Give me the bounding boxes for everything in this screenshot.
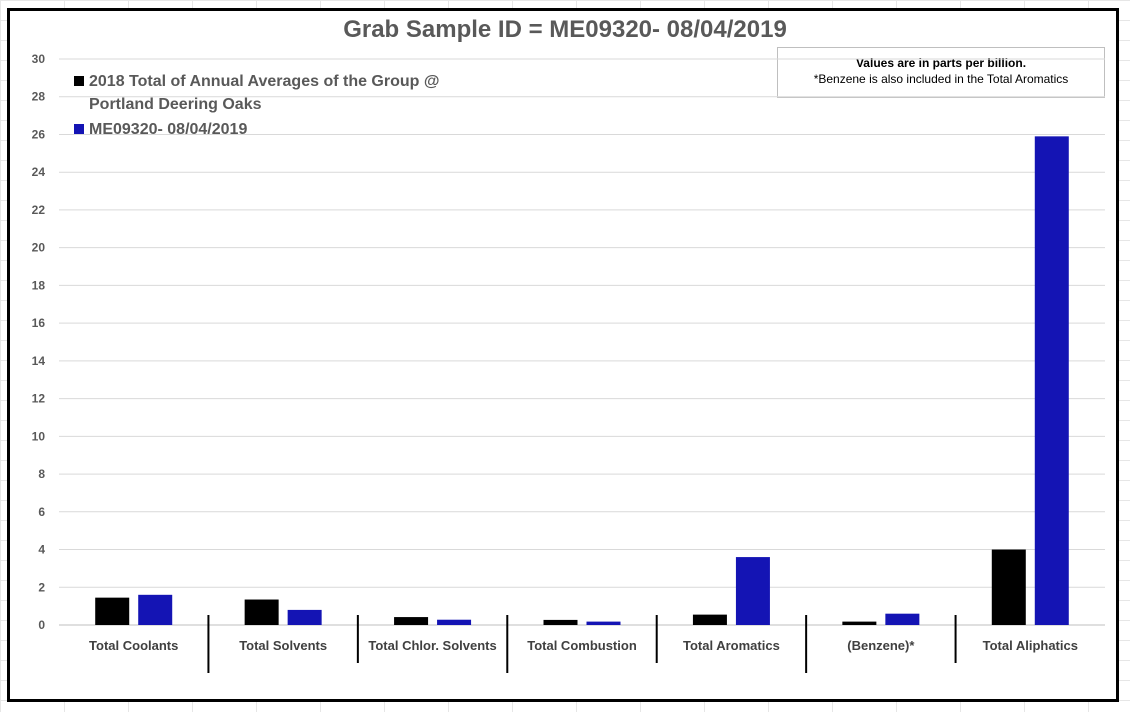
gridlines bbox=[59, 58, 1105, 626]
y-tick-label-2: 2 bbox=[38, 580, 45, 594]
bars bbox=[95, 136, 1069, 625]
x-axis-categories: Total Coolants Total Solvents Total Chlor.… bbox=[89, 638, 1078, 653]
bar-2018-1 bbox=[244, 599, 279, 625]
y-tick-label-26: 26 bbox=[32, 127, 46, 141]
category-label-4: Total Aromatics bbox=[683, 638, 780, 653]
category-label-5: (Benzene)* bbox=[847, 638, 915, 653]
bar-2018-3 bbox=[543, 619, 578, 625]
chart-area[interactable] bbox=[7, 8, 1119, 702]
y-tick-label-6: 6 bbox=[38, 505, 45, 519]
benzene-note: *Benzene is also included in the Total A… bbox=[813, 72, 1069, 86]
y-tick-label-30: 30 bbox=[32, 52, 46, 66]
y-tick-label-20: 20 bbox=[32, 241, 46, 255]
category-separators bbox=[207, 615, 957, 673]
bar-sample-3 bbox=[586, 621, 621, 625]
bar-sample-5 bbox=[885, 613, 920, 625]
category-label-0: Total Coolants bbox=[89, 638, 178, 653]
y-tick-label-12: 12 bbox=[32, 392, 46, 406]
legend-label-2018-line2: Portland Deering Oaks bbox=[89, 96, 262, 113]
category-label-1: Total Solvents bbox=[239, 638, 327, 653]
legend-swatch-black bbox=[74, 76, 84, 86]
bar-sample-1 bbox=[287, 609, 322, 625]
y-tick-label-10: 10 bbox=[32, 429, 46, 443]
legend-swatch-blue bbox=[74, 124, 84, 134]
bar-sample-6 bbox=[1034, 136, 1069, 625]
legend-label-sample: ME09320- 08/04/2019 bbox=[89, 121, 248, 138]
bar-sample-4 bbox=[735, 557, 770, 625]
units-note-box[interactable]: Values are in parts per billion. *Benzen… bbox=[777, 47, 1105, 98]
bar-2018-4 bbox=[692, 614, 727, 625]
category-label-3: Total Combustion bbox=[527, 638, 637, 653]
chart-legend[interactable]: 2018 Total of Annual Averages of the Gro… bbox=[74, 70, 494, 143]
category-label-2: Total Chlor. Solvents bbox=[368, 638, 496, 653]
y-tick-label-8: 8 bbox=[38, 467, 45, 481]
y-tick-label-16: 16 bbox=[32, 316, 46, 330]
legend-entry-sample[interactable]: ME09320- 08/04/2019 bbox=[74, 118, 494, 141]
legend-entry-2018-averages[interactable]: 2018 Total of Annual Averages of the Gro… bbox=[74, 70, 494, 116]
y-tick-label-14: 14 bbox=[32, 354, 46, 368]
y-tick-label-28: 28 bbox=[32, 90, 46, 104]
bar-2018-5 bbox=[842, 621, 877, 625]
legend-label-2018-line1: 2018 Total of Annual Averages of the Gro… bbox=[89, 73, 440, 90]
category-label-6: Total Aliphatics bbox=[983, 638, 1078, 653]
y-tick-label-18: 18 bbox=[32, 278, 46, 292]
chart-title: Grab Sample ID = ME09320- 08/04/2019 bbox=[343, 16, 787, 43]
bar-2018-0 bbox=[95, 597, 130, 625]
bar-2018-6 bbox=[991, 549, 1026, 625]
y-tick-label-4: 4 bbox=[38, 543, 45, 557]
y-tick-label-22: 22 bbox=[32, 203, 46, 217]
y-tick-label-24: 24 bbox=[32, 165, 46, 179]
legend-label-2018-averages: 2018 Total of Annual Averages of the Gro… bbox=[89, 70, 439, 116]
bar-sample-2 bbox=[437, 619, 472, 625]
y-tick-label-0: 0 bbox=[38, 618, 45, 632]
bar-2018-2 bbox=[394, 617, 429, 625]
bar-sample-0 bbox=[138, 594, 173, 625]
